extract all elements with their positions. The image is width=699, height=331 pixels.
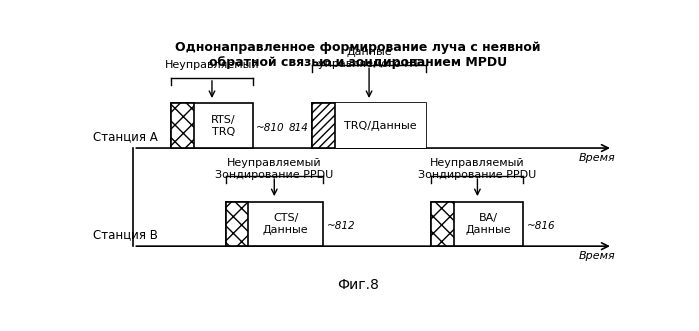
Text: Время: Время (579, 251, 616, 261)
Bar (312, 103, 335, 148)
Text: RTS/
TRQ: RTS/ TRQ (211, 115, 236, 137)
Text: BA/
Данные: BA/ Данные (466, 213, 512, 235)
Bar (431, 202, 454, 246)
Text: Неуправляемый
Зондирование PPDU: Неуправляемый Зондирование PPDU (418, 158, 537, 180)
Bar (226, 202, 248, 246)
Text: ~810: ~810 (257, 123, 285, 133)
Text: Станция А: Станция А (93, 130, 157, 143)
Bar (171, 103, 252, 148)
Text: Однонаправленное формирование луча с неявной
обратной связью и зондированием MPD: Однонаправленное формирование луча с нея… (175, 41, 541, 69)
Text: Время: Время (579, 153, 616, 163)
Bar (171, 103, 194, 148)
Text: Неуправляемый
Зондирование PPDU: Неуправляемый Зондирование PPDU (215, 158, 333, 180)
Text: Данные
управляемого НТ: Данные управляемого НТ (318, 47, 420, 69)
Text: 814: 814 (289, 123, 308, 133)
Text: Неуправляемый: Неуправляемый (165, 60, 259, 70)
Bar (431, 202, 524, 246)
Bar (312, 103, 426, 148)
Text: Фиг.8: Фиг.8 (338, 278, 379, 292)
Bar (335, 103, 426, 148)
Bar (226, 202, 323, 246)
Text: ~816: ~816 (527, 221, 556, 231)
Text: ~812: ~812 (327, 221, 356, 231)
Text: TRQ/Данные: TRQ/Данные (344, 121, 417, 131)
Text: CTS/
Данные: CTS/ Данные (263, 213, 308, 235)
Text: Станция В: Станция В (93, 228, 158, 241)
